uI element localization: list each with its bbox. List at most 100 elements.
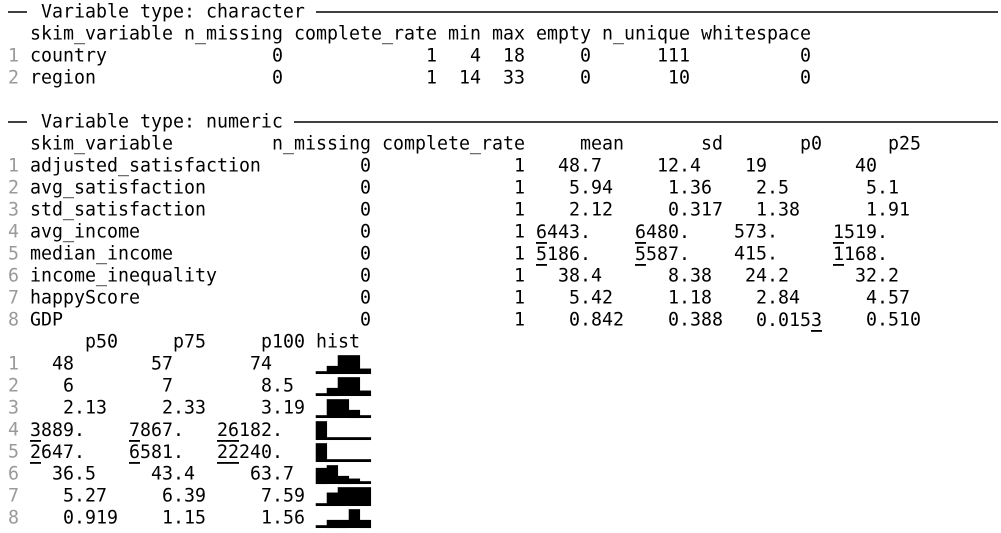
cell-value: 1168. [833, 244, 888, 265]
row-number: 6 [8, 266, 19, 287]
cell-value: 4 [470, 46, 481, 67]
cell-value: 0 [580, 68, 591, 89]
cell-value: 7867. [129, 420, 184, 441]
cell-value: 1 [514, 178, 525, 199]
cell-value: 8.5 [261, 376, 294, 397]
cell-value-part: 26 [217, 420, 239, 441]
cell-value-part: 240. [239, 442, 283, 463]
column-header: n_missing [272, 134, 371, 155]
histogram: ▇▁▁▁▁ [315, 442, 372, 463]
cell-value: 5587. [635, 244, 690, 265]
cell-value: 2.84 [756, 288, 800, 309]
histogram: ▇▁▁▁▁ [315, 420, 372, 441]
cell-value-part: 581. [140, 442, 184, 463]
cell-value: 1 [514, 288, 525, 309]
cell-value: 40 [855, 156, 877, 177]
cell-value: 7 [162, 376, 173, 397]
cell-value: 57 [151, 354, 173, 375]
cell-value-part: 186. [547, 244, 591, 265]
cell-value: 0 [800, 46, 811, 67]
column-header: complete_rate [294, 24, 437, 45]
column-header: complete_rate [382, 134, 525, 155]
cell-value-part: 182. [239, 420, 283, 441]
cell-value: 0.510 [866, 310, 921, 331]
section-title: Variable type: numeric [41, 112, 283, 133]
cell-value: 0.0153 [756, 310, 822, 331]
histogram: ▁▃▇▇▂ [315, 354, 372, 375]
cell-value: 6480. [635, 222, 690, 243]
cell-value: 5186. [536, 244, 591, 265]
row-number: 5 [8, 442, 19, 463]
cell-value: 1 [514, 156, 525, 177]
cell-value: 0 [580, 46, 591, 67]
cell-value: 573. [734, 222, 778, 243]
row-number: 3 [8, 200, 19, 221]
row-number: 7 [8, 288, 19, 309]
cell-value: 1.36 [668, 178, 712, 199]
cell-value: 7.59 [261, 486, 305, 507]
row-number: 8 [8, 508, 19, 529]
variable-name: happyScore [30, 288, 140, 309]
cell-value: 0 [360, 222, 371, 243]
cell-value: 0 [360, 178, 371, 199]
column-header: sd [701, 134, 723, 155]
cell-value: 48.7 [558, 156, 602, 177]
row-number: 2 [8, 178, 19, 199]
cell-value-part: 168. [844, 244, 888, 265]
cell-value: 1.56 [261, 508, 305, 529]
column-header: skim_variable [30, 24, 173, 45]
column-header: mean [580, 134, 624, 155]
cell-value: 12.4 [657, 156, 701, 177]
cell-value: 1 [514, 222, 525, 243]
histogram: ▆▇▃▂▁ [315, 464, 372, 485]
cell-value: 0 [360, 156, 371, 177]
cell-value: 0.919 [63, 508, 118, 529]
cell-value-part: 6 [536, 222, 547, 243]
cell-value: 3889. [30, 420, 85, 441]
cell-value: 14 [459, 68, 481, 89]
variable-name: median_income [30, 244, 173, 265]
row-number: 4 [8, 420, 19, 441]
variable-name: country [30, 46, 107, 67]
row-number: 3 [8, 398, 19, 419]
column-header: p25 [888, 134, 921, 155]
row-number: 2 [8, 376, 19, 397]
cell-value: 0 [360, 310, 371, 331]
cell-value: 10 [668, 68, 690, 89]
histogram: ▁▃▃▇▃ [315, 508, 372, 529]
cell-value: 1 [514, 200, 525, 221]
cell-value: 111 [657, 46, 690, 67]
cell-value: 36.5 [52, 464, 96, 485]
histogram: ▁▃▇▇▂ [315, 376, 372, 397]
cell-value: 2.13 [63, 398, 107, 419]
cell-value: 4.57 [866, 288, 910, 309]
cell-value-part: 7 [129, 420, 140, 441]
cell-value: 0 [360, 288, 371, 309]
cell-value: 0.842 [569, 310, 624, 331]
cell-value: 1.18 [668, 288, 712, 309]
cell-value: 26182. [217, 420, 283, 441]
cell-value: 2647. [30, 442, 85, 463]
variable-name: GDP [30, 310, 63, 331]
cell-value: 63.7 [250, 464, 294, 485]
cell-value: 24.2 [745, 266, 789, 287]
variable-name: avg_satisfaction [30, 178, 206, 199]
cell-value: 33 [503, 68, 525, 89]
cell-value-part: 1 [833, 222, 844, 243]
cell-value: 0 [360, 266, 371, 287]
cell-value-part: 5 [635, 244, 646, 265]
cell-value-part: 889. [41, 420, 85, 441]
cell-value: 1 [426, 46, 437, 67]
variable-name: region [30, 68, 96, 89]
cell-value-part: 519. [844, 222, 888, 243]
cell-value: 5.94 [569, 178, 613, 199]
column-header: n_unique [602, 24, 690, 45]
cell-value: 6 [63, 376, 74, 397]
column-header: max [492, 24, 525, 45]
cell-value: 0.317 [668, 200, 723, 221]
cell-value-part: 647. [41, 442, 85, 463]
variable-name: avg_income [30, 222, 140, 243]
cell-value: 0 [800, 68, 811, 89]
cell-value: 5.27 [63, 486, 107, 507]
cell-value: 74 [250, 354, 272, 375]
